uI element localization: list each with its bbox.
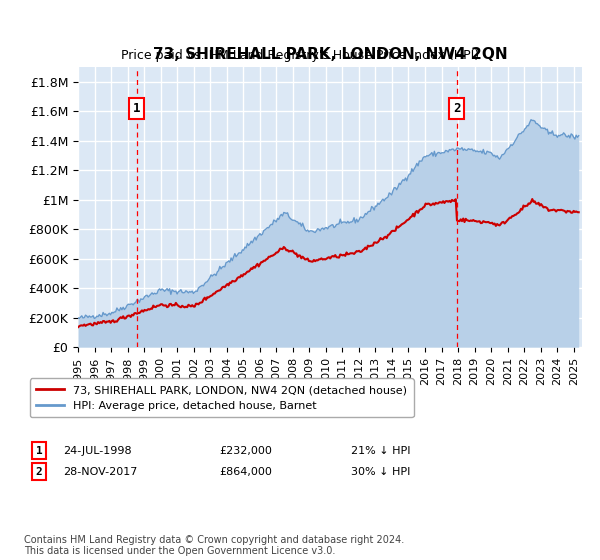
Text: Price paid vs. HM Land Registry's House Price Index (HPI): Price paid vs. HM Land Registry's House …	[121, 49, 479, 62]
Text: Contains HM Land Registry data © Crown copyright and database right 2024.
This d: Contains HM Land Registry data © Crown c…	[24, 535, 404, 557]
Text: 24-JUL-1998: 24-JUL-1998	[63, 446, 131, 456]
Text: 28-NOV-2017: 28-NOV-2017	[63, 466, 137, 477]
Text: £864,000: £864,000	[219, 466, 272, 477]
Title: 73, SHIREHALL PARK, LONDON, NW4 2QN: 73, SHIREHALL PARK, LONDON, NW4 2QN	[152, 47, 508, 62]
Text: 2: 2	[453, 102, 460, 115]
Text: 30% ↓ HPI: 30% ↓ HPI	[351, 466, 410, 477]
Text: 21% ↓ HPI: 21% ↓ HPI	[351, 446, 410, 456]
Text: 1: 1	[35, 446, 43, 456]
Text: £232,000: £232,000	[219, 446, 272, 456]
Legend: 73, SHIREHALL PARK, LONDON, NW4 2QN (detached house), HPI: Average price, detach: 73, SHIREHALL PARK, LONDON, NW4 2QN (det…	[29, 379, 413, 417]
Text: 2: 2	[35, 466, 43, 477]
Text: 1: 1	[133, 102, 140, 115]
